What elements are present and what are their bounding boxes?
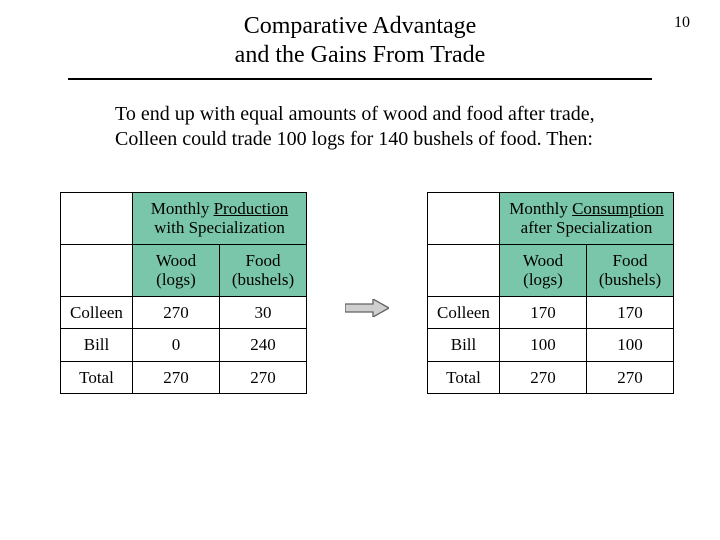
blank-cell xyxy=(61,244,133,296)
food-value: 270 xyxy=(220,361,307,394)
row-name: Bill xyxy=(428,329,500,362)
wood-header: Wood(logs) xyxy=(500,244,587,296)
food-value: 100 xyxy=(587,329,674,362)
row-name: Total xyxy=(61,361,133,394)
consumption-header: Monthly Consumption after Specialization xyxy=(500,192,674,244)
page-number: 10 xyxy=(674,14,690,32)
wood-value: 270 xyxy=(133,361,220,394)
row-name: Colleen xyxy=(428,296,500,329)
table-row: Colleen 270 30 xyxy=(61,296,307,329)
consumption-table: Monthly Consumption after Specialization… xyxy=(427,192,674,395)
body-paragraph: To end up with equal amounts of wood and… xyxy=(115,102,630,152)
table-row: Total 270 270 xyxy=(428,361,674,394)
tables-row: Monthly Production with Specialization W… xyxy=(60,192,674,395)
table-row: Bill 100 100 xyxy=(428,329,674,362)
blank-cell xyxy=(61,192,133,244)
title-rule xyxy=(68,78,652,80)
food-value: 170 xyxy=(587,296,674,329)
food-value: 240 xyxy=(220,329,307,362)
food-header: Food(bushels) xyxy=(587,244,674,296)
wood-header: Wood(logs) xyxy=(133,244,220,296)
blank-cell xyxy=(428,192,500,244)
arrow-icon xyxy=(345,299,389,317)
table-row: Total 270 270 xyxy=(61,361,307,394)
production-header: Monthly Production with Specialization xyxy=(133,192,307,244)
row-name: Bill xyxy=(61,329,133,362)
title-line-2: and the Gains From Trade xyxy=(235,42,486,68)
wood-value: 0 xyxy=(133,329,220,362)
food-header: Food(bushels) xyxy=(220,244,307,296)
table-row: Bill 0 240 xyxy=(61,329,307,362)
table-row: Colleen 170 170 xyxy=(428,296,674,329)
food-value: 30 xyxy=(220,296,307,329)
production-table: Monthly Production with Specialization W… xyxy=(60,192,307,395)
wood-value: 100 xyxy=(500,329,587,362)
title-line-1: Comparative Advantage xyxy=(244,13,477,39)
slide-title: Comparative Advantage and the Gains From… xyxy=(0,12,720,70)
row-name: Colleen xyxy=(61,296,133,329)
wood-value: 270 xyxy=(133,296,220,329)
row-name: Total xyxy=(428,361,500,394)
wood-value: 270 xyxy=(500,361,587,394)
blank-cell xyxy=(428,244,500,296)
food-value: 270 xyxy=(587,361,674,394)
slide-header: Comparative Advantage and the Gains From… xyxy=(0,0,720,72)
wood-value: 170 xyxy=(500,296,587,329)
